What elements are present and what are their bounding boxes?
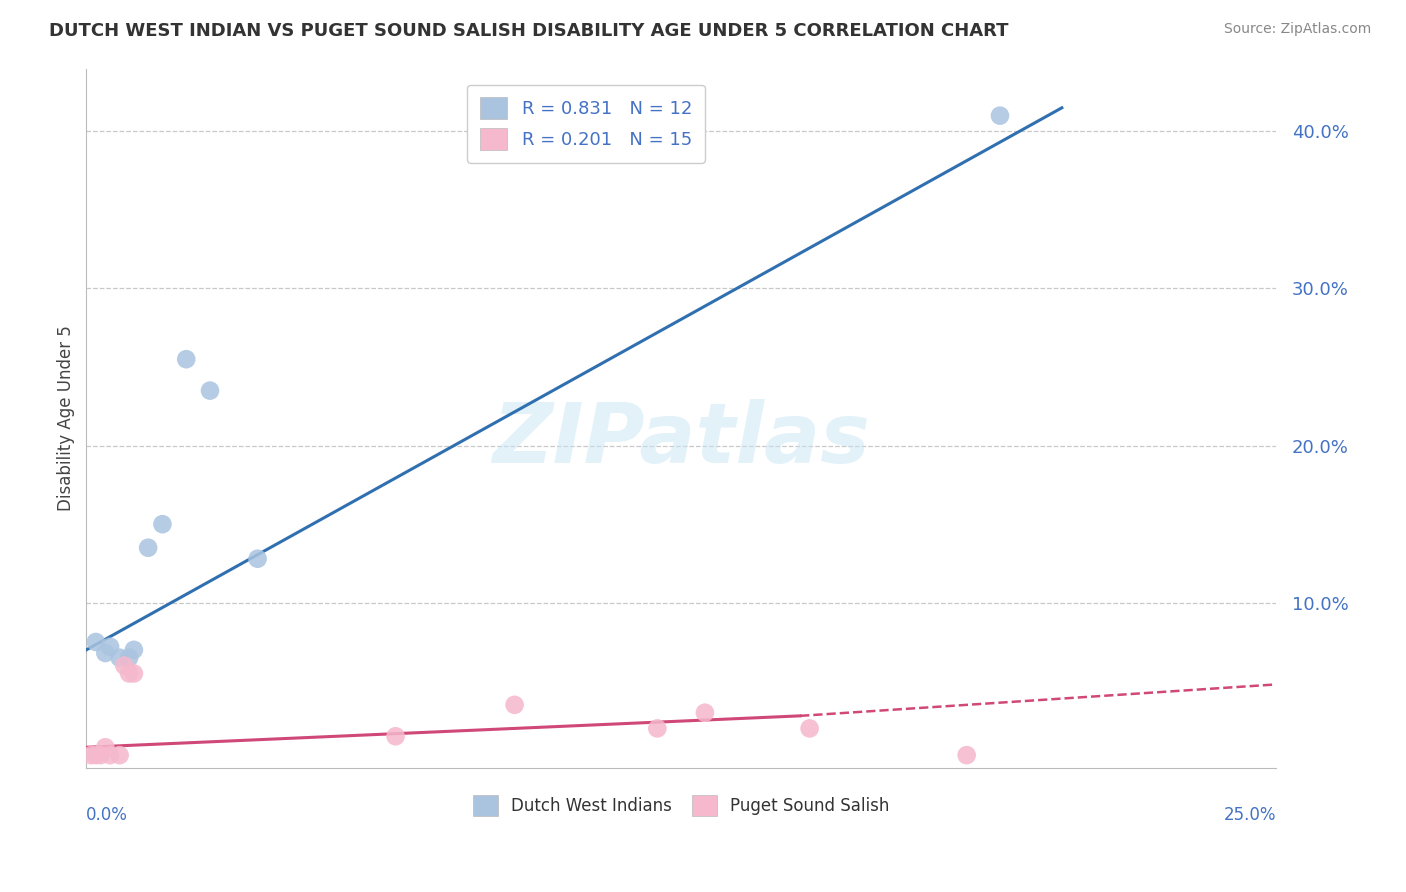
Point (108, 650, 131, 665)
Text: ZIPatlas: ZIPatlas (492, 399, 870, 480)
Point (118, 666, 141, 681)
Point (112, 658, 135, 673)
Point (84, 748, 107, 763)
Point (246, 551, 269, 566)
Legend: Dutch West Indians, Puget Sound Salish: Dutch West Indians, Puget Sound Salish (465, 789, 896, 822)
Point (198, 384, 221, 398)
Point (174, 352, 197, 367)
Point (503, 698, 526, 712)
Point (152, 517, 174, 532)
Text: 25.0%: 25.0% (1223, 806, 1277, 824)
Point (90, 748, 112, 763)
Point (108, 748, 131, 763)
Point (956, 748, 979, 763)
Point (647, 722, 669, 736)
Point (122, 643, 145, 657)
Point (84, 635, 107, 649)
Point (94, 740, 117, 755)
Point (136, 541, 159, 555)
Point (384, 729, 406, 743)
Y-axis label: Disability Age Under 5: Disability Age Under 5 (58, 326, 75, 511)
Point (118, 650, 141, 665)
Point (122, 666, 145, 681)
Point (799, 722, 821, 736)
Point (80, 748, 103, 763)
Point (98, 748, 121, 763)
Text: DUTCH WEST INDIAN VS PUGET SOUND SALISH DISABILITY AGE UNDER 5 CORRELATION CHART: DUTCH WEST INDIAN VS PUGET SOUND SALISH … (49, 22, 1008, 40)
Point (988, 109, 1011, 123)
Text: 0.0%: 0.0% (86, 806, 128, 824)
Point (693, 706, 716, 720)
Point (98, 640, 121, 654)
Text: Source: ZipAtlas.com: Source: ZipAtlas.com (1223, 22, 1371, 37)
Point (94, 646, 117, 660)
